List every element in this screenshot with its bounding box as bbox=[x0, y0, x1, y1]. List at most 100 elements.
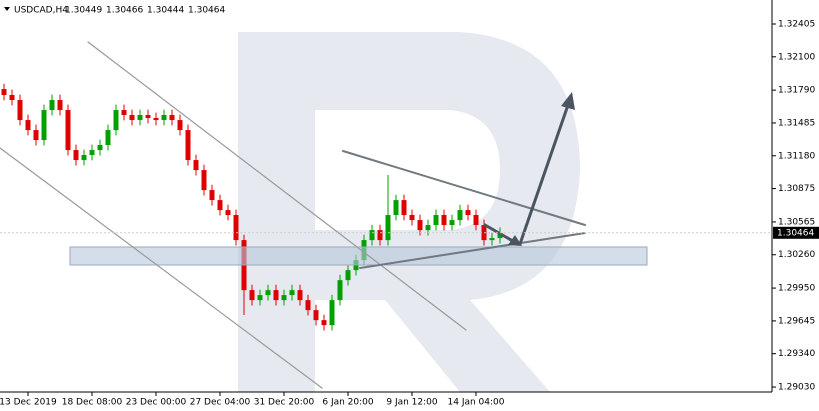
watermark-r bbox=[238, 32, 580, 392]
candle-body bbox=[345, 270, 351, 281]
x-tick-label: 23 Dec 00:00 bbox=[126, 398, 187, 408]
candle-body bbox=[49, 100, 55, 111]
candle-body bbox=[497, 232, 503, 239]
candle-body bbox=[105, 130, 111, 146]
candle-body bbox=[401, 200, 407, 216]
x-tick-label: 9 Jan 12:00 bbox=[386, 398, 438, 408]
candle-body bbox=[145, 114, 151, 119]
y-tick-label: 1.30565 bbox=[778, 217, 815, 227]
candle-body bbox=[393, 200, 399, 216]
y-tick-label: 1.30875 bbox=[778, 184, 815, 194]
candle-body bbox=[129, 114, 135, 121]
candle-body bbox=[489, 238, 495, 241]
y-tick-label: 1.31790 bbox=[778, 86, 815, 96]
candle-body bbox=[121, 110, 127, 115]
channel-line bbox=[87, 41, 467, 331]
candle-body bbox=[137, 114, 143, 121]
ohlc-low: 1.30444 bbox=[147, 6, 184, 16]
y-tick-label: 1.29030 bbox=[778, 383, 815, 393]
candle-body bbox=[185, 130, 191, 161]
last-price-label: 1.30464 bbox=[777, 228, 814, 238]
x-tick-label: 13 Dec 2019 bbox=[0, 398, 57, 408]
candle-body bbox=[81, 155, 87, 161]
plot-area bbox=[1, 83, 503, 331]
drawings bbox=[0, 41, 648, 389]
triangle-line bbox=[359, 232, 586, 269]
candle-body bbox=[457, 210, 463, 221]
x-tick-label: 14 Jan 04:00 bbox=[448, 398, 505, 408]
candle-body bbox=[201, 170, 207, 191]
candle-body bbox=[473, 215, 479, 226]
y-tick-label: 1.31180 bbox=[778, 151, 815, 161]
candle-body bbox=[73, 150, 79, 161]
candle-body bbox=[249, 290, 255, 301]
candle-body bbox=[161, 114, 167, 121]
arrowhead bbox=[508, 235, 522, 246]
candle-body bbox=[281, 295, 287, 301]
x-tick-label: 18 Dec 08:00 bbox=[62, 398, 123, 408]
candle-body bbox=[33, 130, 39, 141]
candle-body bbox=[17, 100, 23, 121]
candle-body bbox=[337, 280, 343, 301]
ohlc-open: 1.30449 bbox=[65, 6, 102, 16]
candle-body bbox=[97, 145, 103, 151]
forecast-arrow bbox=[518, 103, 570, 246]
candle-body bbox=[305, 300, 311, 311]
candle-body bbox=[449, 220, 455, 226]
candle-body bbox=[369, 230, 375, 241]
candle-body bbox=[177, 120, 183, 131]
y-tick-label: 1.30260 bbox=[778, 250, 815, 260]
arrowhead bbox=[561, 92, 575, 110]
candle-body bbox=[433, 215, 439, 226]
candle-body bbox=[265, 290, 271, 296]
candle-body bbox=[257, 295, 263, 301]
menu-triangle bbox=[4, 7, 10, 11]
candle-body bbox=[377, 230, 383, 241]
x-tick-label: 6 Jan 20:00 bbox=[322, 398, 374, 408]
candle-body bbox=[57, 100, 63, 111]
candle-body bbox=[65, 110, 71, 151]
triangle-line bbox=[342, 150, 586, 226]
y-tick-label: 1.29340 bbox=[778, 349, 815, 359]
y-tick-label: 1.32405 bbox=[778, 19, 815, 29]
watermark bbox=[238, 32, 580, 392]
candle-body bbox=[217, 200, 223, 211]
candle-body bbox=[9, 94, 15, 101]
candle-body bbox=[417, 220, 423, 231]
x-tick-label: 27 Dec 04:00 bbox=[190, 398, 251, 408]
candle-body bbox=[41, 110, 47, 141]
candle-body bbox=[273, 290, 279, 301]
channel-line bbox=[0, 147, 323, 389]
last-price-box bbox=[773, 226, 819, 239]
y-tick-label: 1.32100 bbox=[778, 52, 815, 62]
y-tick-label: 1.29645 bbox=[778, 316, 815, 326]
candle-body bbox=[409, 215, 415, 221]
candle-body bbox=[313, 310, 319, 321]
candle-body bbox=[289, 290, 295, 296]
y-tick-label: 1.31485 bbox=[778, 118, 815, 128]
candle-body bbox=[1, 89, 7, 95]
x-tick-label: 31 Dec 20:00 bbox=[254, 398, 315, 408]
candle-body bbox=[209, 190, 215, 201]
candle-body bbox=[169, 114, 175, 121]
candle-body bbox=[233, 215, 239, 241]
candle-body bbox=[385, 215, 391, 241]
candle-body bbox=[321, 320, 327, 326]
candle-body bbox=[329, 300, 335, 326]
candle-body bbox=[465, 210, 471, 216]
candle-body bbox=[225, 210, 231, 216]
y-tick-label: 1.29950 bbox=[778, 284, 815, 294]
candle-body bbox=[153, 118, 159, 121]
symbol: USDCAD,H4 bbox=[14, 6, 68, 16]
support-zone bbox=[69, 246, 648, 266]
candle-body bbox=[441, 215, 447, 226]
ohlc-high: 1.30466 bbox=[106, 6, 143, 16]
candle-body bbox=[297, 290, 303, 301]
candle-body bbox=[25, 120, 31, 131]
ohlc-close: 1.30464 bbox=[188, 6, 225, 16]
candle-body bbox=[425, 225, 431, 231]
candle-body bbox=[113, 110, 119, 131]
candle-body bbox=[89, 150, 95, 156]
candle-body bbox=[193, 160, 199, 171]
